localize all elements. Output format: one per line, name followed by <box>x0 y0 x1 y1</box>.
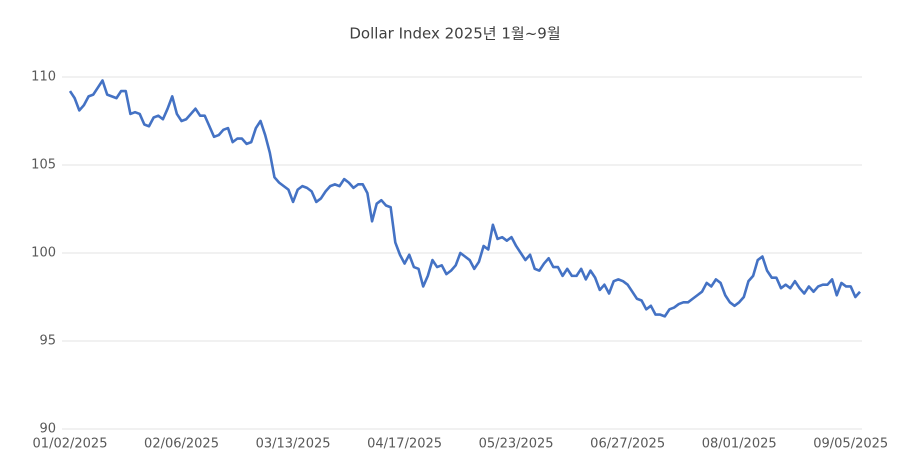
x-tick-label: 04/17/2025 <box>367 437 442 452</box>
x-tick-label: 08/01/2025 <box>702 437 777 452</box>
x-tick-label: 06/27/2025 <box>590 437 665 452</box>
y-tick-label: 90 <box>39 422 56 437</box>
x-tick-label: 03/13/2025 <box>256 437 331 452</box>
y-tick-label: 105 <box>31 158 56 173</box>
y-tick-label: 95 <box>39 334 56 349</box>
x-tick-label: 09/05/2025 <box>813 437 888 452</box>
x-tick-label: 01/02/2025 <box>33 437 108 452</box>
data-line <box>68 79 861 318</box>
x-tick-label: 05/23/2025 <box>479 437 554 452</box>
y-tick-label: 110 <box>31 70 56 85</box>
y-tick-label: 100 <box>31 246 56 261</box>
chart-title: Dollar Index 2025년 1월~9월 <box>349 25 560 43</box>
x-tick-label: 02/06/2025 <box>144 437 219 452</box>
